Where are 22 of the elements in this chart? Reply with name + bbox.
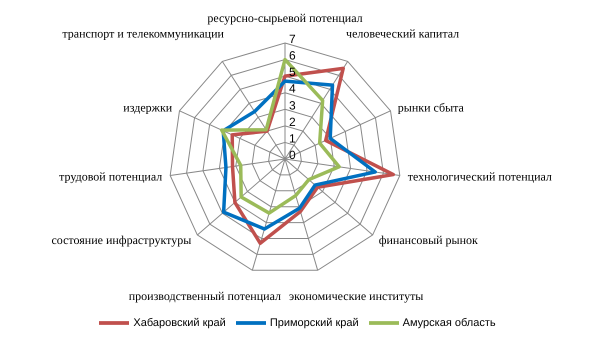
- spoke-label: рынки сбыта: [398, 100, 465, 114]
- y-tick-label: 5: [289, 65, 296, 80]
- spoke-label: человеческий капитал: [346, 26, 460, 41]
- y-tick-label: 2: [289, 114, 296, 129]
- y-tick-label: 7: [289, 32, 296, 46]
- spoke-label: финансовый рынок: [378, 233, 478, 248]
- spoke-label: трудовой потенциал: [59, 170, 162, 184]
- y-tick-label: 6: [289, 48, 296, 63]
- spoke-label: ресурсно-сырьевой потенциал: [207, 11, 363, 25]
- y-tick-label: 3: [289, 98, 296, 112]
- spoke-label: состояние инфраструктуры: [51, 233, 192, 248]
- y-tick-label: 1: [289, 131, 296, 146]
- legend-label: Амурская область: [402, 316, 496, 329]
- spoke-label: экономические институты: [289, 288, 424, 303]
- legend-label: Хабаровский край: [133, 316, 226, 329]
- y-tick-label: 4: [289, 82, 296, 96]
- spoke-label: издержки: [123, 100, 173, 114]
- spoke-label: технологический потенциал: [408, 170, 552, 184]
- spoke-label: транспорт и телекоммуникации: [62, 26, 225, 41]
- spoke-label: производственный потенциал: [128, 288, 281, 303]
- y-tick-label: 0: [289, 148, 296, 162]
- legend-label: Приморский край: [270, 316, 359, 329]
